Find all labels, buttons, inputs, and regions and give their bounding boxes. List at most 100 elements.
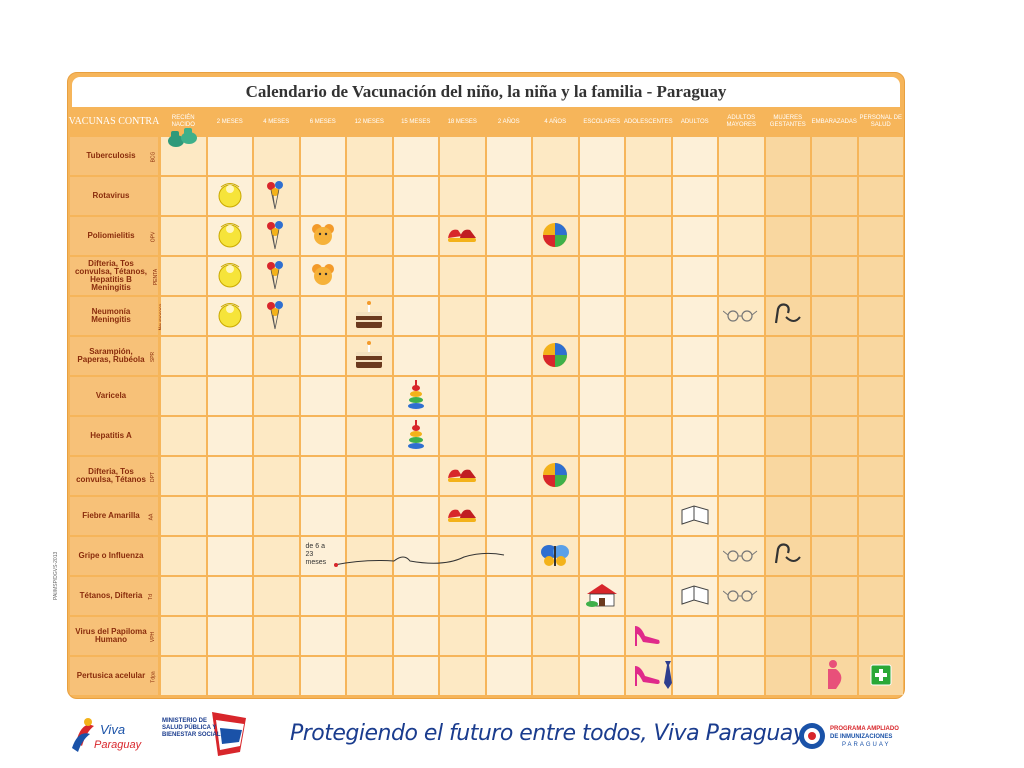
grid-cell: [626, 137, 671, 175]
grid-cell: [579, 177, 624, 215]
row-label: Difteria, Tos convulsa, Tétanos: [76, 466, 146, 484]
header-column: RECIÉN NACIDO: [171, 115, 195, 128]
grid-cell: [858, 577, 903, 615]
grid-cell: [812, 177, 857, 215]
grid-cell: [626, 537, 671, 575]
grid-cell: [765, 537, 810, 575]
grid-cell: [533, 617, 578, 655]
grid-cell: [719, 257, 764, 295]
grid-cell: [254, 457, 299, 495]
grid-cell: [254, 137, 299, 175]
grid-cell: [440, 257, 485, 295]
ball-icon: [541, 461, 569, 494]
header-column: 4 AÑOS: [544, 118, 567, 125]
grid-cell: [672, 377, 717, 415]
grid-cell: [765, 497, 810, 535]
grid-cell: [533, 137, 578, 175]
stacking-rings-icon: [406, 378, 426, 417]
svg-text:SALUD PÚBLICA Y: SALUD PÚBLICA Y: [162, 724, 216, 731]
grid-cell: [300, 137, 345, 175]
calendar-grid: VACUNAS CONTRA RECIÉN NACIDO 2 MESES 4 MESE…: [68, 109, 904, 698]
grid-cell: [765, 257, 810, 295]
grid-cell: [254, 657, 299, 695]
grid-cell: [486, 177, 531, 215]
grid-cell: [161, 217, 206, 255]
grid-cell: [626, 377, 671, 415]
grid-cell: [347, 377, 392, 415]
grid-cell: [626, 217, 671, 255]
slogan: Protegiendo el futuro entre todos, Viva …: [290, 721, 814, 746]
grid-cell: [440, 657, 485, 695]
grid-cell: [719, 497, 764, 535]
grid-cell: [347, 497, 392, 535]
grid-cell: [626, 257, 671, 295]
header-column: 12 MESES: [354, 118, 384, 125]
balloons-icon: [265, 220, 287, 255]
header-column: ESCOLARES: [583, 118, 621, 125]
grid-cell: [672, 537, 717, 575]
grid-cell: [300, 377, 345, 415]
grid-cell: [207, 617, 252, 655]
grid-cell: [300, 617, 345, 655]
grid-cell: [486, 297, 531, 335]
grid-cell: [393, 537, 438, 575]
row-label: Varicela: [95, 390, 127, 400]
grid-cell: [672, 657, 717, 695]
grid-cell: [440, 177, 485, 215]
grid-cell: [486, 457, 531, 495]
book-icon: [680, 584, 710, 611]
grid-cell: [486, 137, 531, 175]
grid-cell: [719, 137, 764, 175]
grid-cell: [440, 377, 485, 415]
grid-cell: [579, 657, 624, 695]
grid-cell: [812, 377, 857, 415]
header-column: 4 MESES: [263, 118, 290, 125]
row-label: Poliomielitis: [87, 230, 135, 240]
grid-cell: [440, 137, 485, 175]
row-label: Sarampión, Paperas, Rubéola: [77, 346, 145, 364]
grid-cell: [300, 577, 345, 615]
cake-icon: [353, 340, 385, 375]
grid-cell: [486, 617, 531, 655]
header-column: 2 MESES: [216, 118, 243, 125]
grid-cell: [161, 457, 206, 495]
grid-cell: [858, 257, 903, 295]
shoes-icon: [446, 464, 478, 491]
grid-cell: [207, 377, 252, 415]
grid-cell: [161, 337, 206, 375]
grid-cell: [672, 417, 717, 455]
grid-cell: [672, 297, 717, 335]
grid-cell: [207, 577, 252, 615]
grid-cell: [254, 617, 299, 655]
grid-cell: [440, 417, 485, 455]
grid-cell: [207, 657, 252, 695]
row-label-background: [70, 457, 158, 495]
grid-cell: [300, 497, 345, 535]
teddy-icon: [309, 221, 337, 254]
header-column: 2 AÑOS: [497, 118, 520, 125]
header-column: 18 MESES: [447, 118, 477, 125]
grid-cell: [812, 617, 857, 655]
row-label: Difteria, Tos convulsa, Tétanos, Hepatit…: [74, 258, 148, 292]
header-column: 15 MESES: [401, 118, 431, 125]
row-abbreviation: DPT: [150, 472, 156, 482]
grid-cell: [858, 537, 903, 575]
grid-cell: [393, 457, 438, 495]
grid-cell: [207, 457, 252, 495]
grid-cell: [579, 457, 624, 495]
grid-cell: [533, 177, 578, 215]
grid-cell: [765, 417, 810, 455]
grid-cell: [672, 617, 717, 655]
grid-cell: [579, 377, 624, 415]
grid-cell: [347, 457, 392, 495]
balloons-icon: [265, 180, 287, 215]
grid-cell: [161, 577, 206, 615]
grid-cell: [579, 257, 624, 295]
grid-cell: [626, 337, 671, 375]
bib-icon: [217, 301, 243, 334]
ball-icon: [541, 221, 569, 254]
grid-cell: [486, 497, 531, 535]
row-label-background: [70, 617, 158, 655]
grid-cell: [393, 497, 438, 535]
row-label: Tuberculosis: [86, 150, 136, 160]
